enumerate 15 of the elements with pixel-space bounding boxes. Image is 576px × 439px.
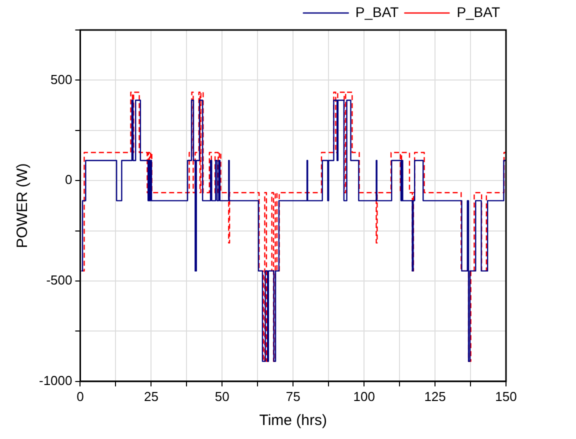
y-tick-label: -1000	[39, 372, 72, 388]
x-tick-label: 0	[76, 388, 84, 404]
legend-label: P_BAT	[456, 4, 500, 20]
y-axis-title: POWER (W)	[14, 163, 32, 248]
x-tick-label: 150	[495, 388, 517, 404]
y-tick-label: 500	[50, 72, 72, 87]
legend-label: P_BAT	[355, 4, 400, 20]
x-axis-title: Time (hrs)	[259, 412, 328, 430]
x-tick-label: 50	[214, 388, 230, 404]
y-tick-label: 0	[65, 172, 72, 188]
x-tick-label: 100	[353, 388, 375, 404]
x-tick-label: 25	[144, 388, 158, 404]
x-tick-label: 125	[424, 388, 446, 404]
y-tick-label: -500	[46, 272, 72, 288]
x-tick-label: 75	[286, 388, 300, 404]
